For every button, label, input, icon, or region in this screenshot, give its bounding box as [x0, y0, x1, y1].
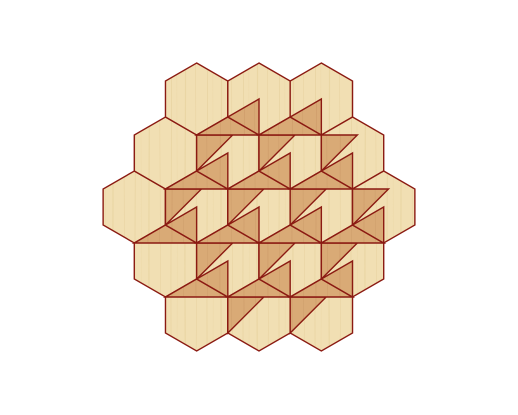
board-triangle-cell[interactable]	[195, 259, 229, 299]
board-triangle-cell[interactable]	[226, 205, 260, 245]
board-triangle-cell[interactable]	[320, 134, 360, 173]
board-triangle-cell[interactable]	[226, 97, 260, 137]
board-triangle-cell[interactable]	[257, 259, 291, 299]
board-triangle-cell[interactable]	[288, 97, 323, 137]
board-triangle-cell[interactable]	[319, 151, 354, 191]
board-triangle-cell[interactable]	[164, 205, 198, 245]
board-triangle-cell[interactable]	[288, 205, 323, 245]
board-triangle-cell[interactable]	[351, 205, 385, 245]
board-triangle-cell[interactable]	[351, 188, 391, 227]
board-triangle-cell[interactable]	[195, 151, 229, 191]
board-triangle-cell[interactable]	[257, 151, 291, 191]
board-triangle-cell[interactable]	[319, 259, 354, 299]
